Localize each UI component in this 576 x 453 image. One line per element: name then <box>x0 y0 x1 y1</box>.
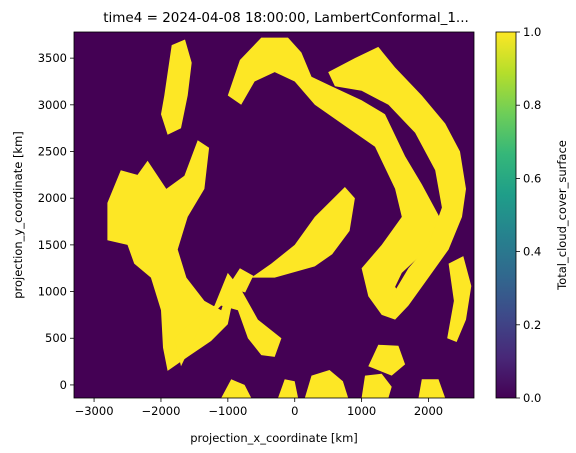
colorbar-tick-label: 0.4 <box>523 245 541 259</box>
y-tick-label: 3500 <box>38 51 67 65</box>
colorbar-tick-label: 0.0 <box>523 391 541 405</box>
y-tick-label: 0 <box>60 378 67 392</box>
y-tick-label: 2000 <box>38 191 67 205</box>
x-axis-label: projection_x_coordinate [km] <box>190 431 358 445</box>
colorbar: 0.0 0.2 0.4 0.6 0.8 1.0 Total_cloud_cover_sur… <box>496 25 569 405</box>
colorbar-tick-label: 0.8 <box>523 98 541 112</box>
x-tick-label: −3000 <box>75 404 114 418</box>
x-axis-ticks: −3000 −2000 −1000 0 1000 2000 <box>75 398 444 418</box>
x-tick-label: 1000 <box>347 404 376 418</box>
x-tick-label: 2000 <box>414 404 443 418</box>
y-axis-label: projection_y_coordinate [km] <box>11 131 25 299</box>
y-tick-label: 500 <box>45 331 67 345</box>
chart-title: time4 = 2024-04-08 18:00:00, LambertConf… <box>103 10 469 26</box>
x-tick-label: −2000 <box>142 404 181 418</box>
x-tick-label: −1000 <box>208 404 247 418</box>
y-axis-ticks: 0 500 1000 1500 2000 2500 3000 3500 <box>38 51 74 392</box>
plot-area <box>74 32 474 398</box>
y-tick-label: 1500 <box>38 238 67 252</box>
y-tick-label: 2500 <box>38 145 67 159</box>
colorbar-gradient <box>496 32 516 398</box>
colorbar-tick-label: 1.0 <box>523 25 541 39</box>
colorbar-ticks: 0.0 0.2 0.4 0.6 0.8 1.0 <box>516 25 541 405</box>
colorbar-tick-label: 0.6 <box>523 171 541 185</box>
y-tick-label: 1000 <box>38 285 67 299</box>
colorbar-label: Total_cloud_cover_surface <box>555 140 569 291</box>
y-tick-label: 3000 <box>38 98 67 112</box>
colorbar-tick-label: 0.2 <box>523 318 541 332</box>
x-tick-label: 0 <box>291 404 298 418</box>
